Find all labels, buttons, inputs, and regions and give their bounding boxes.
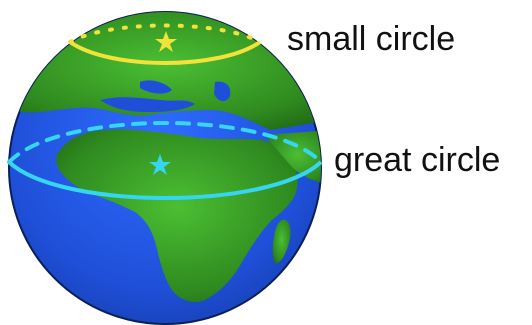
sea-lake xyxy=(140,80,172,94)
star-icon xyxy=(155,31,177,52)
land-madagascar xyxy=(272,219,291,264)
land-masses xyxy=(9,12,321,302)
great-circle-label: great circle xyxy=(334,141,501,179)
small-circle-front xyxy=(68,40,262,65)
land-africa xyxy=(56,129,298,302)
small-circle-label: small circle xyxy=(287,20,456,58)
sea-caspian xyxy=(214,81,231,102)
great-circle-back xyxy=(7,121,323,164)
great-circle-front xyxy=(7,160,323,200)
land-europe xyxy=(9,12,321,130)
center-star-icon xyxy=(149,154,171,175)
land-arabia xyxy=(265,130,321,185)
small-circle-back xyxy=(68,23,262,44)
sea-mediterranean xyxy=(100,97,195,112)
